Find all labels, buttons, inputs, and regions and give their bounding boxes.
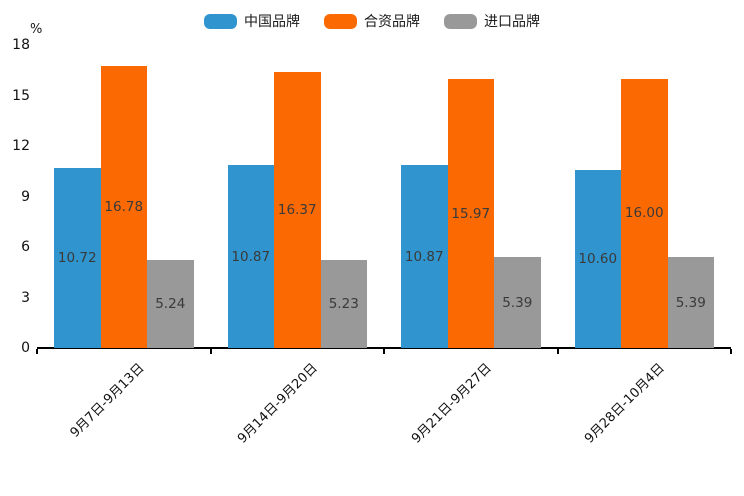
bar-value-label: 5.24 <box>155 295 186 312</box>
bar-value-label: 16.37 <box>277 202 317 219</box>
bar-value-label: 10.87 <box>231 248 271 265</box>
bar-value-label: 5.39 <box>675 294 706 311</box>
x-category-label: 9月7日-9月13日 <box>67 360 148 441</box>
legend-item-label: 合资品牌 <box>364 14 420 30</box>
bar: 15.97 <box>447 79 494 348</box>
legend-item[interactable]: 中国品牌 <box>204 11 300 31</box>
y-tick-label: 12 <box>12 138 30 154</box>
bar-value-label: 5.39 <box>502 294 533 311</box>
bar: 16.00 <box>621 78 668 348</box>
bar: 10.72 <box>54 167 101 348</box>
bar-value-label: 16.00 <box>624 205 664 222</box>
x-axis-tick <box>730 349 732 354</box>
bar-value-label: 10.87 <box>404 248 444 265</box>
x-axis-tick <box>556 349 559 354</box>
bar-value-label: 10.72 <box>57 249 97 266</box>
x-axis-tick <box>209 349 212 354</box>
y-tick-label: 0 <box>21 340 30 356</box>
legend-item[interactable]: 合资品牌 <box>324 11 420 31</box>
legend-swatch-icon <box>324 13 357 29</box>
x-axis-tick <box>36 349 38 354</box>
bar: 16.78 <box>100 65 147 348</box>
bar-value-label: 16.78 <box>104 198 144 215</box>
legend-swatch-icon <box>444 13 477 29</box>
legend-swatch-icon <box>204 13 237 29</box>
x-axis-tick <box>383 349 385 354</box>
chart-legend: 中国品牌 合资品牌 进口品牌 <box>0 10 744 32</box>
legend-item-label: 中国品牌 <box>244 14 300 30</box>
bar-value-label: 15.97 <box>451 205 491 222</box>
bar: 5.23 <box>320 259 367 348</box>
bar-value-label: 5.23 <box>328 295 359 312</box>
y-tick-label: 18 <box>12 37 30 53</box>
y-tick-label: 3 <box>21 289 30 306</box>
legend-item[interactable]: 进口品牌 <box>444 11 540 31</box>
x-category-label: 9月14日-9月20日 <box>235 360 322 447</box>
y-tick-label: 9 <box>21 188 30 205</box>
legend-item-label: 进口品牌 <box>484 14 540 30</box>
x-axis-line <box>37 347 731 349</box>
y-tick-label: 6 <box>21 239 30 255</box>
y-axis-unit-label: % <box>30 22 43 37</box>
bar: 5.24 <box>147 259 194 348</box>
bar: 10.60 <box>574 169 621 348</box>
bar-value-label: 10.60 <box>578 250 618 267</box>
x-category-label: 9月21日-9月27日 <box>408 360 495 447</box>
bar: 16.37 <box>274 72 321 348</box>
bar: 5.39 <box>667 257 714 348</box>
bar: 10.87 <box>401 165 448 348</box>
bar: 5.39 <box>494 257 541 348</box>
x-category-label: 9月28日-10月4日 <box>582 360 669 447</box>
y-tick-label: 15 <box>12 87 30 104</box>
bar: 10.87 <box>227 165 274 348</box>
